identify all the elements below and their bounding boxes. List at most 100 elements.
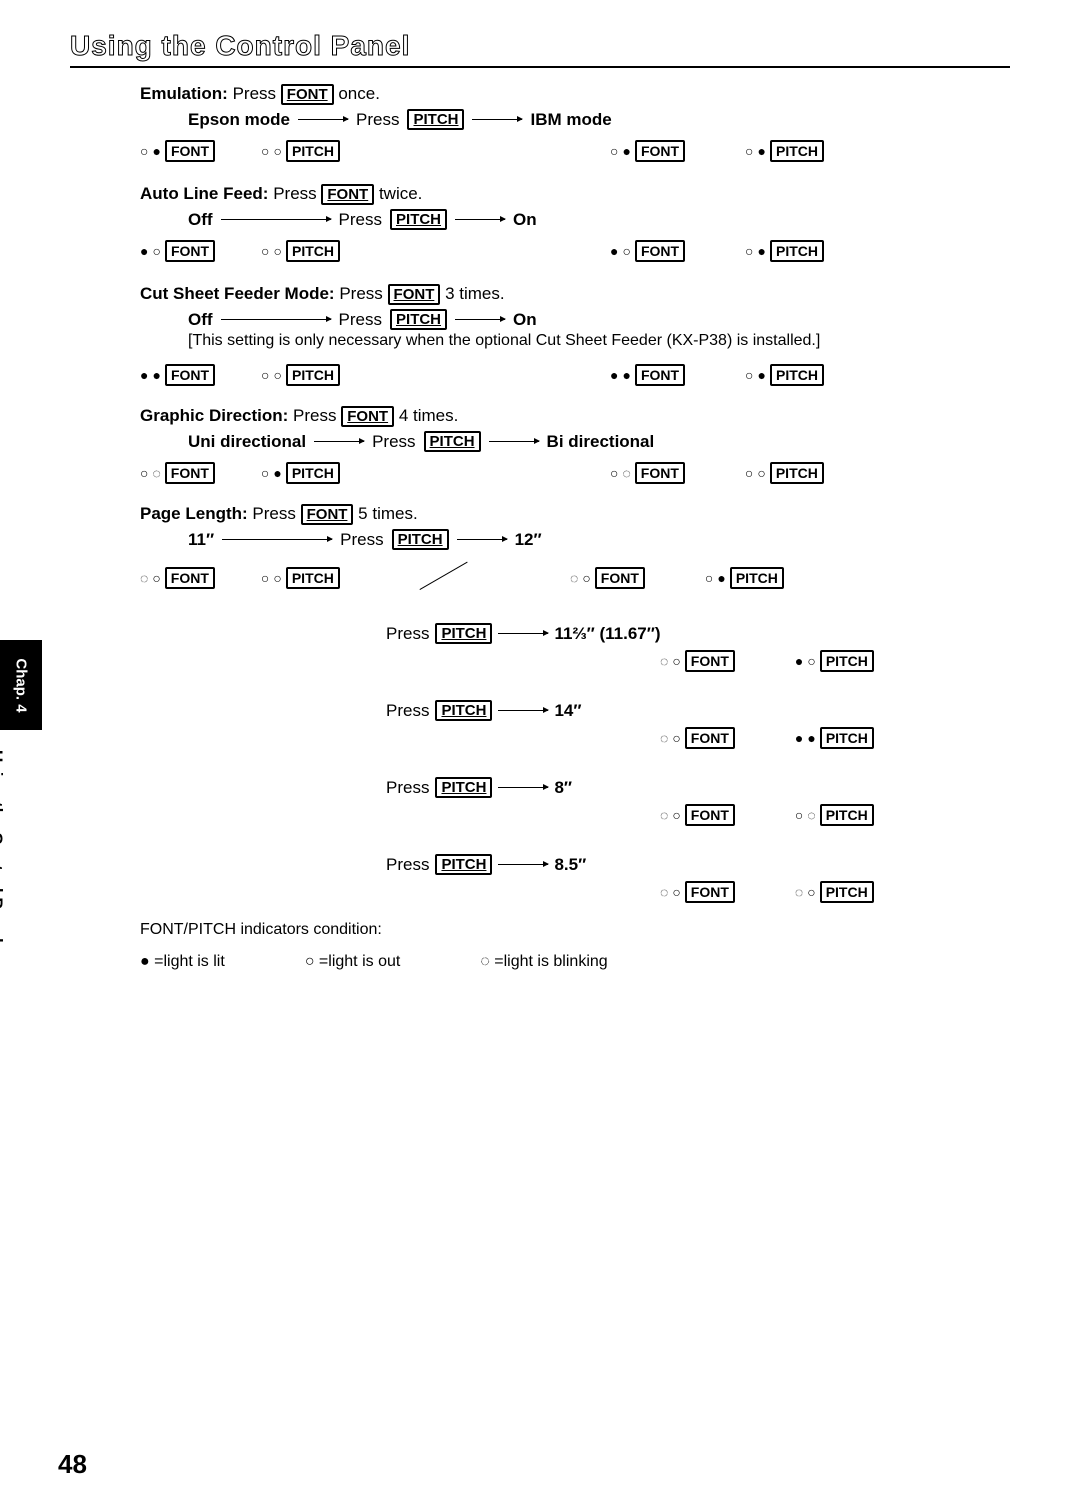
arrow-icon	[221, 319, 331, 320]
pitch-button: PITCH	[392, 529, 449, 550]
text: Press	[386, 701, 429, 721]
indicator-pitch: ○○PITCH	[261, 364, 340, 386]
text: Press	[372, 432, 415, 452]
indicator-font: ○◌FONT	[140, 462, 215, 484]
label-uni: Uni directional	[188, 432, 306, 452]
pitch-button: PITCH	[390, 309, 447, 330]
indicator-pitch: ○●PITCH	[745, 140, 824, 162]
indicator-font: ○◌FONT	[610, 462, 685, 484]
pitch-button: PITCH	[424, 431, 481, 452]
arrow-icon	[472, 119, 522, 120]
arrow-icon	[498, 787, 548, 788]
label-off: Off	[188, 210, 213, 230]
label-85: 8.5″	[554, 855, 586, 875]
indicator-pitch: ◌○PITCH	[795, 881, 874, 903]
section-graphic: Graphic Direction: Press FONT 4 times. U…	[140, 406, 970, 484]
pitch-button: PITCH	[435, 777, 492, 798]
indicator-pitch: ○●PITCH	[705, 567, 784, 589]
legend: FONT/PITCH indicators condition: ● =ligh…	[140, 921, 970, 971]
label-14: 14″	[554, 701, 581, 721]
emulation-title: Emulation:	[140, 84, 228, 103]
pitch-button: PITCH	[435, 623, 492, 644]
indicator-pitch: ○◌PITCH	[795, 804, 874, 826]
indicator-font: ●○FONT	[610, 240, 685, 262]
label-on: On	[513, 210, 537, 230]
font-button: FONT	[281, 84, 334, 105]
font-button: FONT	[388, 284, 441, 305]
arrow-icon	[498, 864, 548, 865]
label-epson: Epson mode	[188, 110, 290, 130]
label-11: 11″	[188, 530, 214, 550]
text: Press	[233, 84, 276, 103]
pitch-button: PITCH	[435, 700, 492, 721]
indicator-pitch: ○○PITCH	[261, 140, 340, 162]
title-rule	[70, 66, 1010, 68]
section-autolf: Auto Line Feed: Press FONT twice. Off Pr…	[140, 184, 970, 262]
side-label: Using the Control Panel	[0, 750, 6, 943]
arrow-icon	[498, 710, 548, 711]
indicator-font: ◌○FONT	[660, 881, 735, 903]
arrow-icon	[457, 539, 507, 540]
text: Press	[340, 530, 383, 550]
text: Press	[386, 624, 429, 644]
arrow-icon	[455, 219, 505, 220]
text: Press	[339, 284, 382, 303]
indicator-font: ●○FONT	[140, 240, 215, 262]
pitch-button: PITCH	[390, 209, 447, 230]
indicator-font: ◌○FONT	[660, 804, 735, 826]
legend-out: ○ =light is out	[305, 953, 401, 971]
text: Press	[339, 210, 382, 230]
legend-title: FONT/PITCH indicators condition:	[140, 921, 970, 939]
indicator-pitch: ○●PITCH	[745, 364, 824, 386]
label-ibm: IBM mode	[530, 110, 611, 130]
indicator-pitch: ○○PITCH	[745, 462, 824, 484]
text: Press	[273, 184, 316, 203]
text: Press	[339, 310, 382, 330]
page-number: 48	[58, 1449, 87, 1480]
indicator-pitch: ○○PITCH	[261, 240, 340, 262]
font-button: FONT	[321, 184, 374, 205]
csf-title: Cut Sheet Feeder Mode:	[140, 284, 335, 303]
graphic-title: Graphic Direction:	[140, 406, 288, 425]
font-button: FONT	[301, 504, 354, 525]
indicator-font: ○●FONT	[610, 140, 685, 162]
text: once.	[338, 84, 380, 103]
text: Press	[356, 110, 399, 130]
indicator-pitch: ○○PITCH	[261, 567, 340, 589]
label-1167: 11⅔″ (11.67″)	[554, 624, 660, 644]
legend-lit: ● =light is lit	[140, 953, 225, 971]
arrow-icon	[455, 319, 505, 320]
arrow-icon	[498, 633, 548, 634]
indicator-font: ○●FONT	[140, 140, 215, 162]
text: 4 times.	[399, 406, 459, 425]
indicator-font: ●●FONT	[610, 364, 685, 386]
indicator-pitch: ○●PITCH	[745, 240, 824, 262]
indicator-font: ◌○FONT	[660, 727, 735, 749]
indicator-font: ◌○FONT	[570, 567, 645, 589]
text: 3 times.	[445, 284, 505, 303]
pitch-button: PITCH	[435, 854, 492, 875]
label-on: On	[513, 310, 537, 330]
legend-blink: ◌ =light is blinking	[480, 953, 607, 971]
text: twice.	[379, 184, 422, 203]
font-button: FONT	[341, 406, 394, 427]
text: Press	[386, 778, 429, 798]
indicator-font: ◌○FONT	[660, 650, 735, 672]
csf-note: [This setting is only necessary when the…	[140, 332, 970, 350]
section-emulation: Emulation: Press FONT once. Epson mode P…	[140, 84, 970, 162]
arrow-icon	[298, 119, 348, 120]
indicator-pitch: ○●PITCH	[261, 462, 340, 484]
page-title: Using the Control Panel	[70, 30, 1010, 62]
indicator-font: ◌○FONT	[140, 567, 215, 589]
label-8: 8″	[554, 778, 572, 798]
arrow-icon	[420, 560, 470, 590]
autolf-title: Auto Line Feed:	[140, 184, 268, 203]
indicator-font: ●●FONT	[140, 364, 215, 386]
text: Press	[386, 855, 429, 875]
label-12: 12″	[515, 530, 542, 550]
arrow-icon	[222, 539, 332, 540]
text: Press	[252, 504, 295, 523]
chapter-tab: Chap. 4	[0, 640, 42, 730]
section-pagelen: Page Length: Press FONT 5 times. 11″ Pre…	[140, 504, 970, 903]
indicator-pitch: ●○PITCH	[795, 650, 874, 672]
